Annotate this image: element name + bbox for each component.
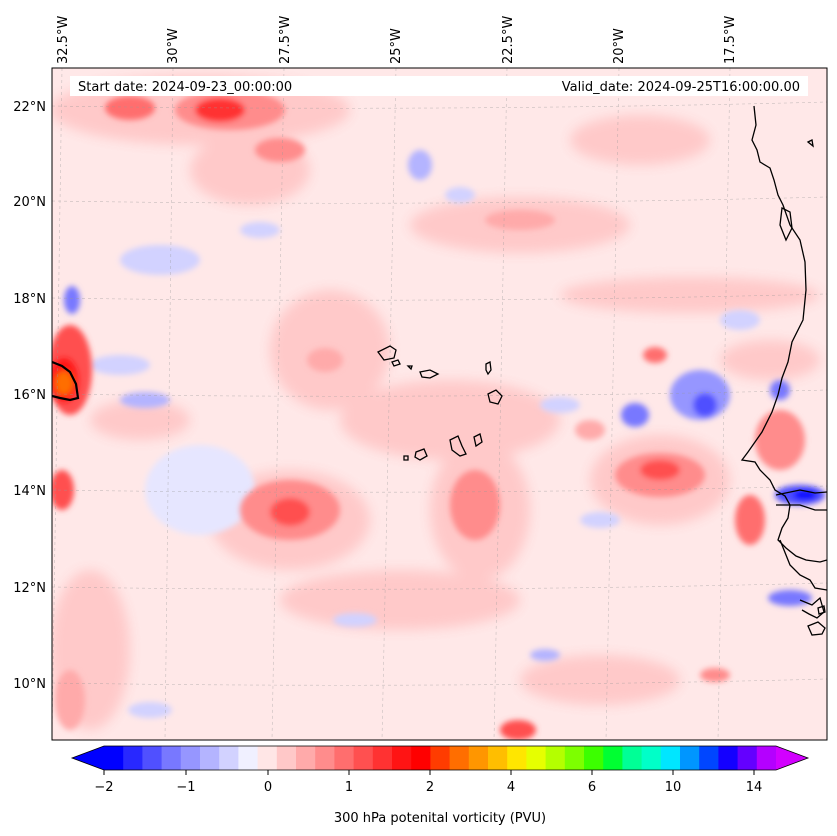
coastlines: [52, 105, 827, 636]
date-header-band: [70, 76, 808, 96]
pv-peak-region: [52, 358, 78, 402]
colorbar-label: 300 hPa potenital vorticity (PVU): [334, 811, 546, 826]
colorbar-swatch: [545, 746, 566, 770]
start-date: Start date: 2024-09-23_00:00:00: [78, 80, 292, 95]
colorbar-swatch: [584, 746, 604, 770]
colorbar-swatch: [392, 746, 412, 770]
graticule: [52, 68, 827, 740]
colorbar-tick-label: 1: [345, 780, 353, 795]
colorbar-tick-label: −2: [94, 780, 113, 795]
colorbar-extend-low: [72, 746, 104, 770]
island-sherbro: [817, 605, 826, 615]
colorbar-swatch: [296, 746, 316, 770]
island-boa-vista: [487, 389, 503, 405]
colorbar-tick-label: 6: [588, 780, 596, 795]
colorbar-tick-label: 0: [264, 780, 272, 795]
colorbar-ticks: [103, 770, 755, 775]
pv-field-map: [52, 68, 827, 740]
colorbar-swatch: [699, 746, 719, 770]
colorbar-swatch: [334, 746, 355, 770]
pv-positive-regions: [52, 90, 805, 740]
island-santiago: [449, 435, 467, 457]
colorbar-swatch: [353, 746, 374, 770]
island-santa-luzia: [406, 365, 413, 371]
island-santo-antao: [377, 345, 397, 361]
coastline-west-edge: [52, 360, 80, 402]
lat-label: 22°N: [13, 100, 46, 115]
colorbar-tick-label: 14: [746, 780, 763, 795]
colorbar-tick-label: 4: [507, 780, 515, 795]
island-maio: [473, 433, 483, 448]
colorbar-swatch: [680, 746, 700, 770]
lon-label: 17.5°W: [723, 16, 738, 64]
colorbar: −2 −1 0 1 2 4 6 10 14 300 hPa potenital …: [70, 745, 810, 826]
colorbar-swatch: [257, 746, 278, 770]
colorbar-swatch: [603, 746, 623, 770]
lon-label: 25°W: [389, 28, 404, 64]
island-brava: [403, 455, 409, 461]
colorbar-swatch: [104, 746, 124, 770]
lon-label: 32.5°W: [56, 16, 71, 64]
colorbar-swatch: [468, 746, 489, 770]
pv-negative-regions: [64, 150, 825, 718]
lon-label: 20°W: [612, 28, 627, 64]
map-frame: [51, 67, 828, 741]
latitude-labels: 22°N 20°N 18°N 16°N 14°N 12°N 10°N: [13, 100, 46, 692]
valid-date: Valid_date: 2024-09-25T16:00:00.00: [562, 80, 800, 95]
gambia-outline: [775, 489, 827, 511]
colorbar-swatch: [488, 746, 508, 770]
colorbar-swatch: [526, 746, 547, 770]
longitude-labels: 32.5°W 30°W 27.5°W 25°W 22.5°W 20°W 17.5…: [56, 16, 738, 64]
island-fogo: [414, 448, 428, 461]
lat-label: 20°N: [13, 195, 46, 210]
colorbar-tick-label: 10: [665, 780, 682, 795]
lat-label: 16°N: [13, 388, 46, 403]
lon-label: 22.5°W: [501, 16, 516, 64]
colorbar-swatch: [718, 746, 739, 770]
colorbar-swatch: [507, 746, 527, 770]
colorbar-tick-label: 2: [426, 780, 434, 795]
colorbar-swatch: [756, 746, 777, 770]
island-sal: [485, 361, 492, 376]
colorbar-swatch: [430, 746, 451, 770]
colorbar-swatch: [142, 746, 163, 770]
colorbar-swatch: [315, 746, 335, 770]
island-sao-vicente: [391, 359, 401, 367]
island-banc: [779, 207, 793, 242]
colorbar-swatch: [641, 746, 662, 770]
colorbar-swatch: [660, 746, 681, 770]
colorbar-swatch: [276, 746, 297, 770]
colorbar-swatch: [180, 746, 201, 770]
lat-label: 18°N: [13, 292, 46, 307]
colorbar-swatch: [123, 746, 143, 770]
africa-coastline: [740, 105, 827, 563]
colorbar-swatch: [238, 746, 259, 770]
lat-label: 10°N: [13, 677, 46, 692]
colorbar-swatch: [564, 746, 585, 770]
island-small: [806, 139, 814, 148]
colorbar-swatch: [219, 746, 239, 770]
colorbar-swatches: [104, 746, 777, 770]
colorbar-swatch: [449, 746, 470, 770]
colorbar-swatch: [411, 746, 431, 770]
lon-label: 27.5°W: [278, 16, 293, 64]
colorbar-swatch: [372, 746, 393, 770]
colorbar-swatch: [622, 746, 643, 770]
colorbar-extend-high: [776, 746, 808, 770]
colorbar-swatch: [737, 746, 758, 770]
lat-label: 14°N: [13, 484, 46, 499]
colorbar-swatch: [200, 746, 220, 770]
colorbar-swatch: [161, 746, 182, 770]
lon-label: 30°W: [166, 28, 181, 64]
lat-label: 12°N: [13, 581, 46, 596]
island-sao-nicolau: [419, 369, 440, 379]
colorbar-tick-label: −1: [176, 780, 195, 795]
